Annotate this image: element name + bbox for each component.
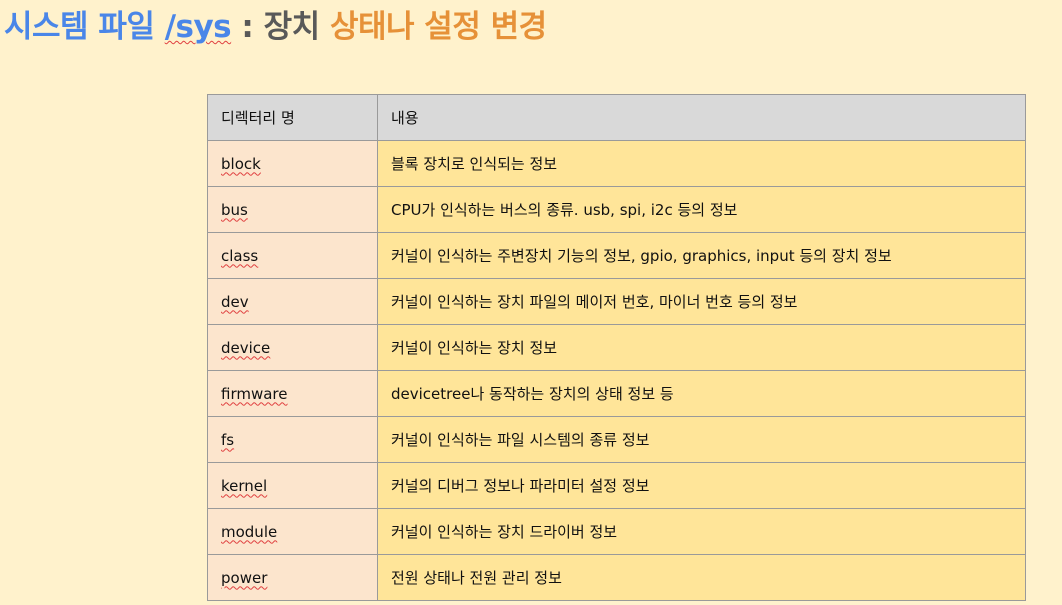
- directory-name: class: [221, 246, 259, 265]
- directory-desc-cell: 커널이 인식하는 장치 정보: [377, 324, 1026, 371]
- directory-table: 디렉터리 명 내용 block 블록 장치로 인식되는 정보 bus CPU가 …: [207, 94, 1026, 601]
- table-row: class 커널이 인식하는 주변장치 기능의 정보, gpio, graphi…: [207, 232, 1026, 279]
- table-row: module 커널이 인식하는 장치 드라이버 정보: [207, 508, 1026, 555]
- directory-name-cell: dev: [207, 278, 378, 325]
- directory-name: module: [221, 522, 278, 541]
- directory-desc-cell: 블록 장치로 인식되는 정보: [377, 140, 1026, 187]
- title-part-system-file: 시스템 파일: [4, 9, 165, 45]
- table-row: kernel 커널의 디버그 정보나 파라미터 설정 정보: [207, 462, 1026, 509]
- table-row: bus CPU가 인식하는 버스의 종류. usb, spi, i2c 등의 정…: [207, 186, 1026, 233]
- table-row: dev 커널이 인식하는 장치 파일의 메이저 번호, 마이너 번호 등의 정보: [207, 278, 1026, 325]
- directory-name-cell: fs: [207, 416, 378, 463]
- slide-title: 시스템 파일 /sys : 장치 상태나 설정 변경: [4, 6, 547, 48]
- title-part-state-setting: 상태나 설정 변경: [329, 9, 547, 45]
- directory-desc-cell: 커널의 디버그 정보나 파라미터 설정 정보: [377, 462, 1026, 509]
- directory-name-cell: kernel: [207, 462, 378, 509]
- table-row: device 커널이 인식하는 장치 정보: [207, 324, 1026, 371]
- header-content: 내용: [377, 94, 1026, 141]
- directory-desc-cell: 커널이 인식하는 장치 파일의 메이저 번호, 마이너 번호 등의 정보: [377, 278, 1026, 325]
- directory-name-cell: power: [207, 554, 378, 601]
- directory-desc-cell: 커널이 인식하는 파일 시스템의 종류 정보: [377, 416, 1026, 463]
- directory-desc-cell: 전원 상태나 전원 관리 정보: [377, 554, 1026, 601]
- directory-name-cell: firmware: [207, 370, 378, 417]
- directory-name: fs: [221, 430, 235, 449]
- directory-desc-cell: 커널이 인식하는 장치 드라이버 정보: [377, 508, 1026, 555]
- directory-name-cell: bus: [207, 186, 378, 233]
- directory-name-cell: class: [207, 232, 378, 279]
- directory-name-cell: module: [207, 508, 378, 555]
- directory-name: device: [221, 338, 271, 357]
- directory-desc-cell: devicetree나 동작하는 장치의 상태 정보 등: [377, 370, 1026, 417]
- table-row: fs 커널이 인식하는 파일 시스템의 종류 정보: [207, 416, 1026, 463]
- directory-name-cell: block: [207, 140, 378, 187]
- directory-desc-cell: 커널이 인식하는 주변장치 기능의 정보, gpio, graphics, in…: [377, 232, 1026, 279]
- directory-name: dev: [221, 292, 249, 311]
- table-row: firmware devicetree나 동작하는 장치의 상태 정보 등: [207, 370, 1026, 417]
- header-directory-name: 디렉터리 명: [207, 94, 378, 141]
- directory-name-cell: device: [207, 324, 378, 371]
- directory-name: bus: [221, 200, 248, 219]
- directory-name: block: [221, 154, 261, 173]
- directory-name: power: [221, 568, 268, 587]
- directory-name: firmware: [221, 384, 288, 403]
- directory-name: kernel: [221, 476, 268, 495]
- table-row: block 블록 장치로 인식되는 정보: [207, 140, 1026, 187]
- table-header-row: 디렉터리 명 내용: [207, 94, 1026, 141]
- title-part-sys-path: /sys: [164, 9, 232, 45]
- title-part-device: : 장치: [231, 9, 330, 45]
- table-row: power 전원 상태나 전원 관리 정보: [207, 554, 1026, 601]
- directory-desc-cell: CPU가 인식하는 버스의 종류. usb, spi, i2c 등의 정보: [377, 186, 1026, 233]
